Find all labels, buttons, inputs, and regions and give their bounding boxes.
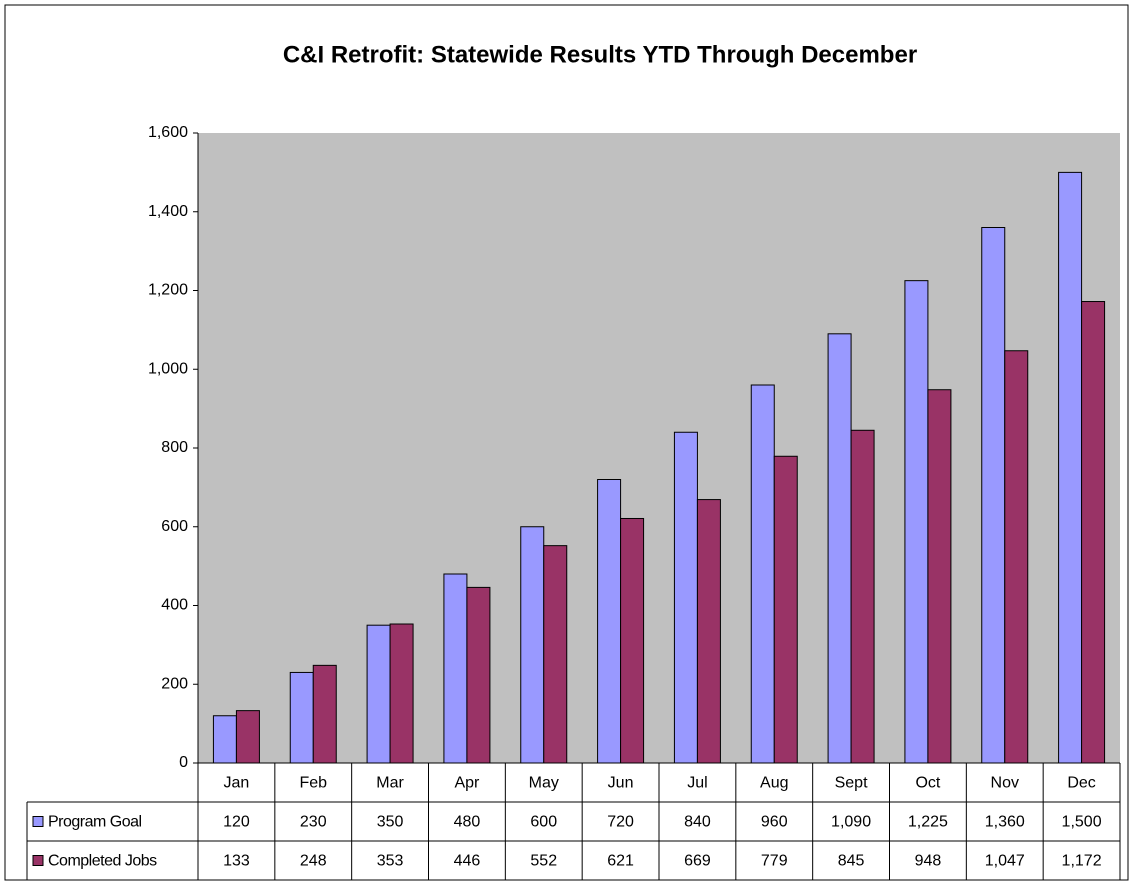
bar — [981, 227, 1006, 764]
table-value: 1,047 — [985, 853, 1025, 870]
bar — [389, 623, 414, 764]
x-tick-label: Apr — [454, 775, 480, 792]
table-value: 1,225 — [908, 814, 948, 831]
table-value: 840 — [684, 814, 711, 831]
bar — [543, 545, 568, 764]
y-tick-label: 600 — [161, 518, 188, 535]
table-value: 248 — [300, 853, 327, 870]
legend-label: Completed Jobs — [48, 853, 157, 870]
x-tick-label: Nov — [991, 775, 1019, 792]
x-tick-label: Sept — [835, 775, 868, 792]
bar — [212, 715, 237, 764]
x-tick-label: Jul — [687, 775, 707, 792]
x-tick-label: May — [529, 775, 559, 792]
legend-label: Program Goal — [48, 814, 142, 831]
bar — [366, 624, 391, 764]
y-tick-label: 0 — [179, 754, 188, 771]
bar — [827, 333, 852, 764]
table-value: 120 — [223, 814, 250, 831]
table-value: 779 — [761, 853, 788, 870]
table-value: 230 — [300, 814, 327, 831]
bar — [750, 384, 775, 764]
table-value: 948 — [915, 853, 942, 870]
table-value: 621 — [607, 853, 634, 870]
y-tick-label: 200 — [161, 675, 188, 692]
table-value: 845 — [838, 853, 865, 870]
bar — [235, 710, 260, 764]
legend-key — [32, 816, 44, 827]
table-value: 353 — [377, 853, 404, 870]
x-tick-label: Jun — [608, 775, 634, 792]
bar — [1081, 301, 1106, 764]
x-tick-label: Aug — [760, 775, 788, 792]
table-value: 480 — [454, 814, 481, 831]
bar — [773, 455, 798, 764]
y-tick-label: 1,600 — [148, 124, 188, 141]
table-value: 720 — [607, 814, 634, 831]
y-tick-label: 1,200 — [148, 282, 188, 299]
table-value: 1,500 — [1062, 814, 1102, 831]
bar — [443, 573, 468, 764]
table-value: 960 — [761, 814, 788, 831]
x-tick-label: Jan — [224, 775, 250, 792]
bar — [620, 517, 645, 764]
bar — [289, 671, 314, 764]
x-tick-label: Feb — [299, 775, 327, 792]
bar — [904, 280, 929, 764]
bar — [1058, 171, 1083, 764]
bar — [927, 389, 952, 764]
table-value: 552 — [530, 853, 557, 870]
legend-key — [32, 855, 44, 866]
x-tick-label: Oct — [915, 775, 940, 792]
table-value: 669 — [684, 853, 711, 870]
y-tick-label: 400 — [161, 597, 188, 614]
table-value: 350 — [377, 814, 404, 831]
table-value: 600 — [530, 814, 557, 831]
y-tick-label: 1,400 — [148, 203, 188, 220]
plot-area — [198, 133, 1120, 763]
bar — [597, 479, 622, 764]
bar — [850, 429, 875, 764]
bar — [696, 499, 721, 764]
y-tick-label: 800 — [161, 439, 188, 456]
table-value: 133 — [223, 853, 250, 870]
x-tick-label: Mar — [376, 775, 404, 792]
bar — [1004, 350, 1029, 764]
bar — [520, 526, 545, 764]
chart-title: C&I Retrofit: Statewide Results YTD Thro… — [283, 41, 917, 68]
bar — [673, 431, 698, 764]
table-value: 1,090 — [831, 814, 871, 831]
table-value: 1,172 — [1062, 853, 1102, 870]
bar — [312, 664, 337, 764]
y-tick-label: 1,000 — [148, 360, 188, 377]
x-tick-label: Dec — [1067, 775, 1095, 792]
table-value: 446 — [454, 853, 481, 870]
table-value: 1,360 — [985, 814, 1025, 831]
bar — [466, 586, 491, 764]
